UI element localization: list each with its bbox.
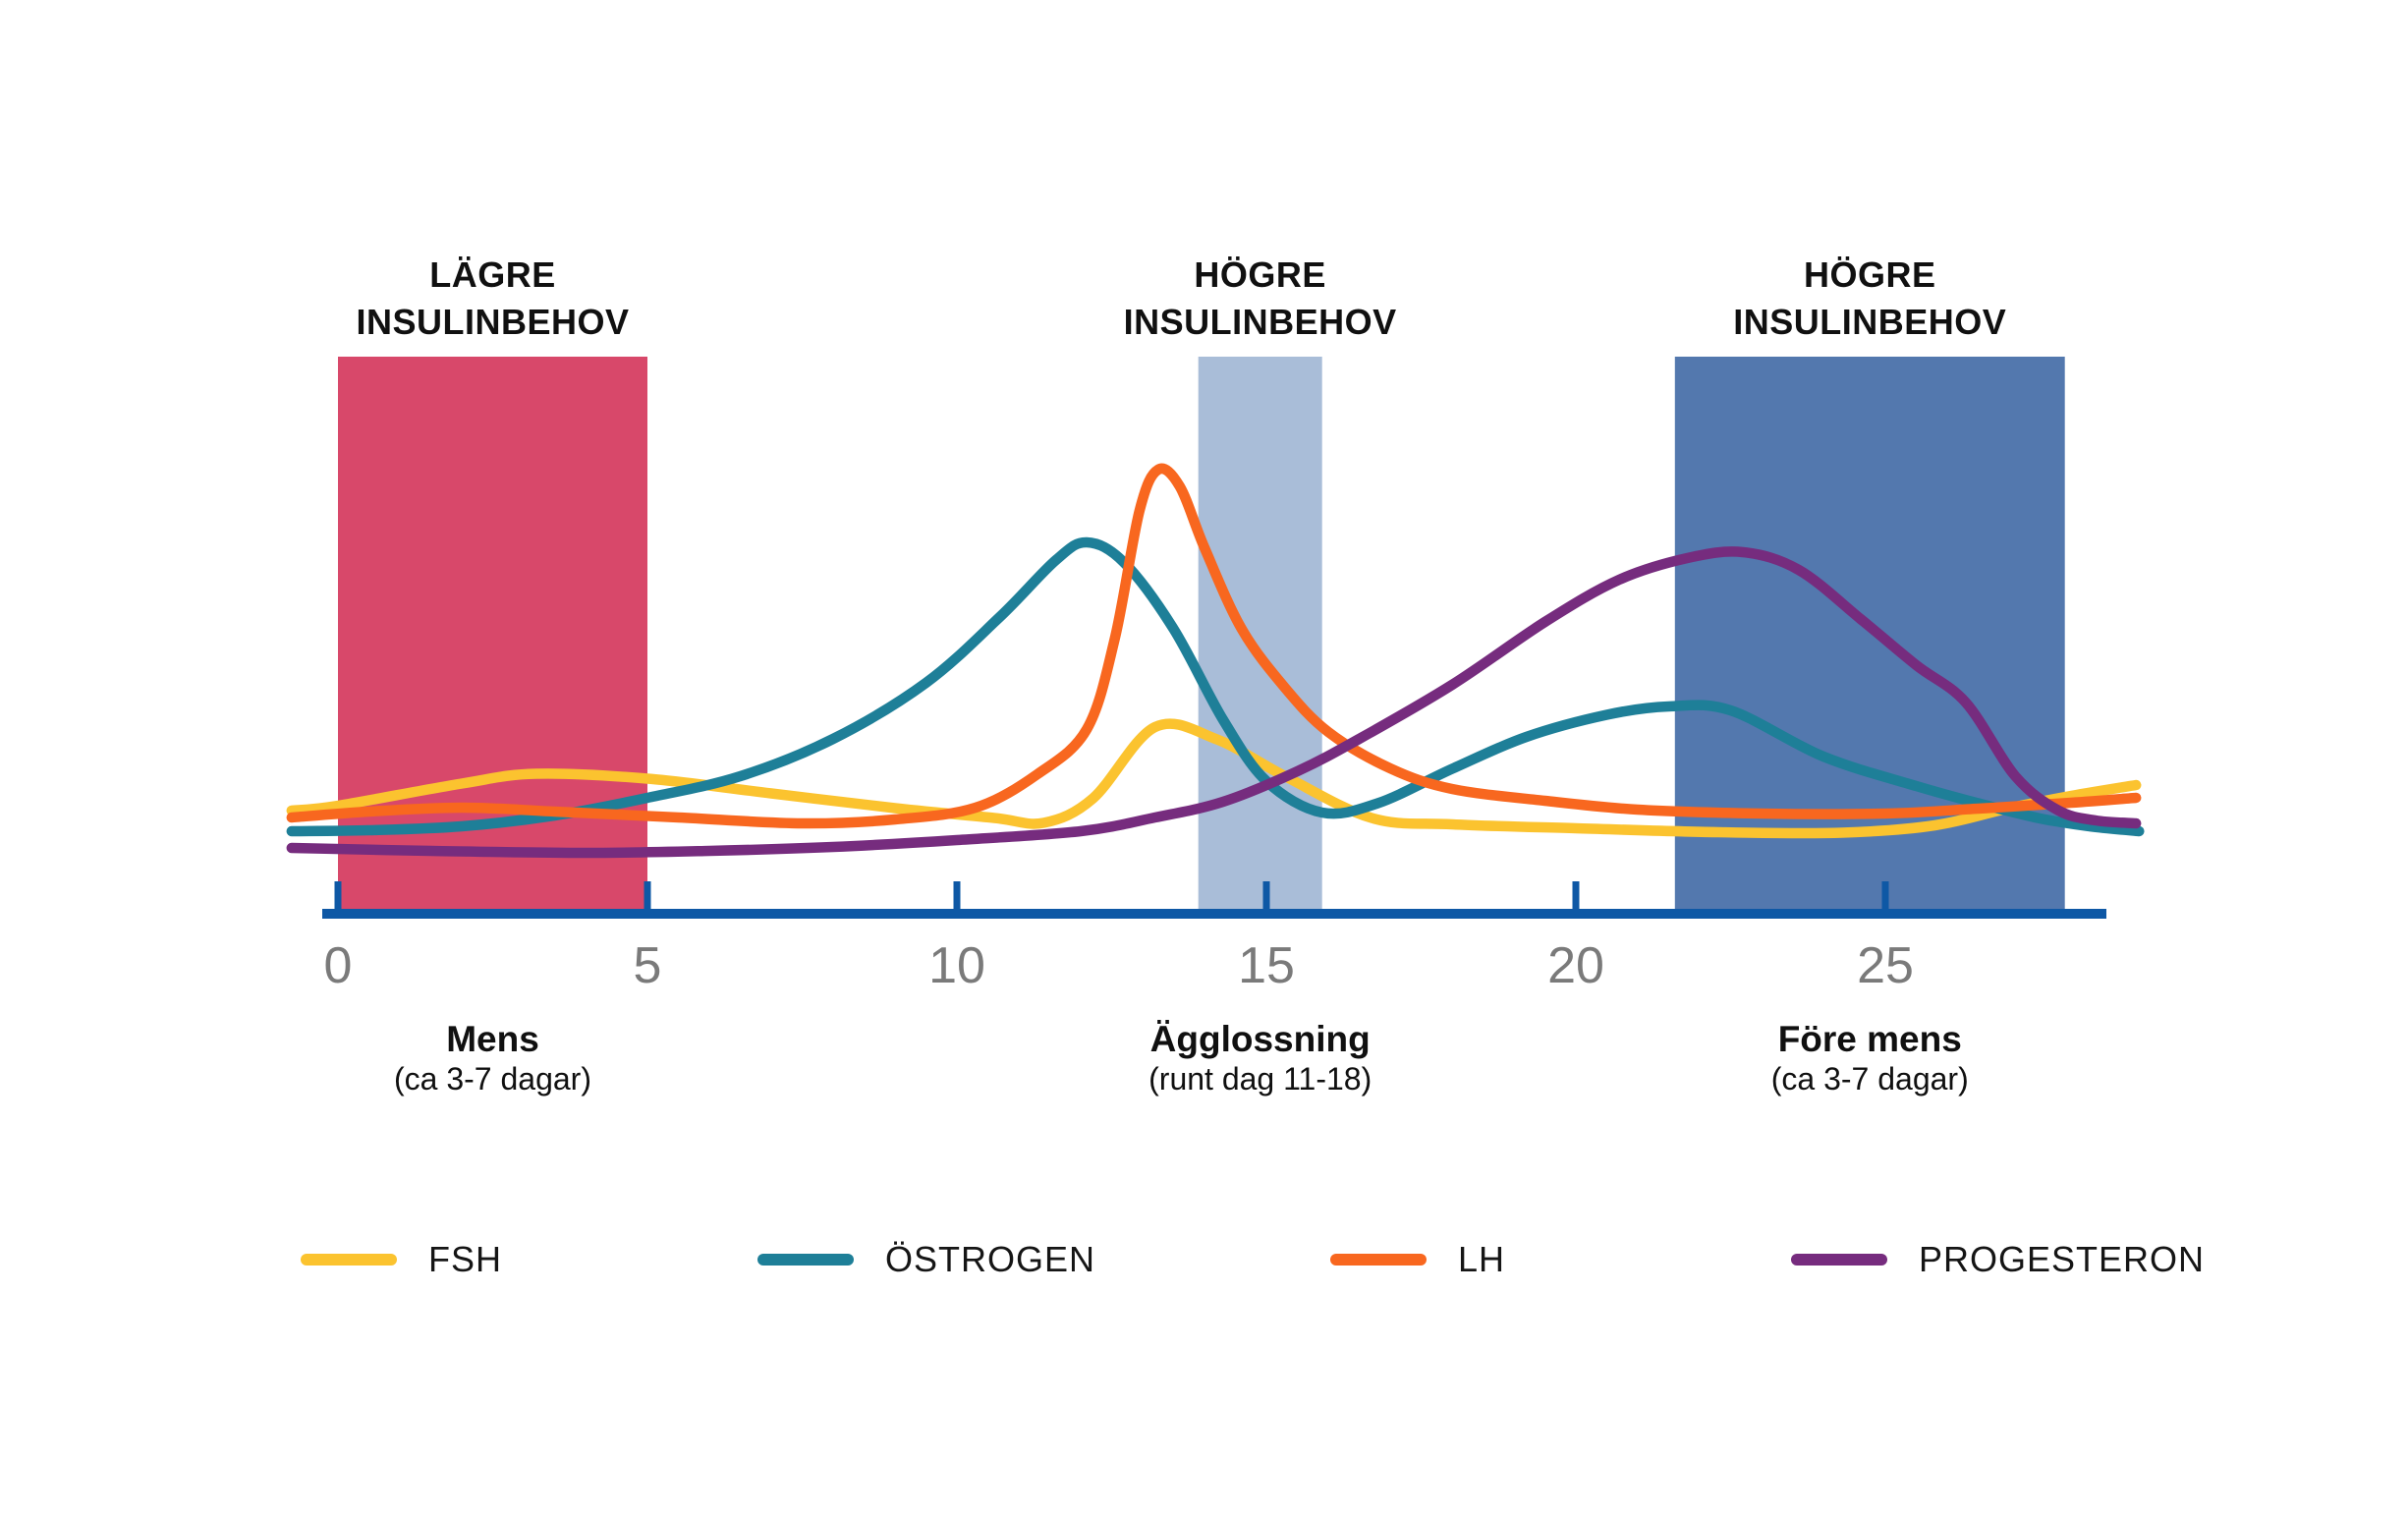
phase-title: Ägglossning (1149, 1019, 1371, 1059)
phase-label-mens: Mens (ca 3-7 dagar) (179, 1018, 808, 1097)
legend-label: ÖSTROGEN (885, 1239, 1096, 1279)
fsh-color-chip (301, 1254, 397, 1266)
phase-label-fore-mens: Före mens (ca 3-7 dagar) (1555, 1018, 2184, 1097)
legend-item-lh: LH (1330, 1238, 1505, 1281)
x-axis-tick-25 (1881, 881, 1889, 909)
heading-line2: INSULINBEHOV (1123, 302, 1397, 342)
progesteron-color-chip (1791, 1254, 1887, 1266)
curve-östrogen (286, 536, 2145, 837)
heading-line1: LÄGRE (429, 254, 556, 295)
x-axis-tick-5 (644, 881, 651, 909)
legend-label: FSH (428, 1239, 502, 1279)
x-axis-tick-10 (953, 881, 961, 909)
heading-lower-insulin-need: LÄGRE INSULINBEHOV (198, 252, 788, 346)
legend-label: PROGESTERON (1919, 1239, 2206, 1279)
chart-band-1 (1198, 357, 1322, 909)
heading-line2: INSULINBEHOV (1733, 302, 2007, 342)
phase-title: Före mens (1777, 1019, 1962, 1059)
legend-item-progesteron: PROGESTERON (1791, 1238, 2205, 1281)
x-axis-line (322, 909, 2106, 919)
heading-higher-insulin-need-premens: HÖGRE INSULINBEHOV (1575, 252, 2164, 346)
x-tick-label-15: 15 (1238, 937, 1295, 994)
phase-subtitle: (ca 3-7 dagar) (394, 1061, 591, 1097)
x-tick-label-5: 5 (633, 937, 662, 994)
x-axis-tick-0 (334, 881, 342, 909)
phase-subtitle: (runt dag 11-18) (1148, 1061, 1372, 1097)
curve-fsh (286, 718, 2142, 839)
phase-subtitle: (ca 3-7 dagar) (1770, 1061, 1969, 1097)
lh-color-chip (1330, 1254, 1427, 1266)
x-tick-label-20: 20 (1547, 937, 1604, 994)
x-tick-label-25: 25 (1857, 937, 1914, 994)
heading-higher-insulin-need-ovulation: HÖGRE INSULINBEHOV (966, 252, 1555, 346)
phase-label-agglossning: Ägglossning (runt dag 11-18) (946, 1018, 1575, 1097)
curve-progesteron (286, 546, 2142, 859)
heading-line2: INSULINBEHOV (356, 302, 630, 342)
legend-item-fsh: FSH (301, 1238, 502, 1281)
heading-line1: HÖGRE (1194, 254, 1326, 295)
x-axis-tick-20 (1572, 881, 1580, 909)
legend-label: LH (1458, 1239, 1506, 1279)
x-tick-label-10: 10 (928, 937, 985, 994)
heading-line1: HÖGRE (1803, 254, 1936, 295)
curve-lh (286, 463, 2142, 829)
x-tick-label-0: 0 (323, 937, 353, 994)
legend-item-ostrogen: ÖSTROGEN (757, 1238, 1095, 1281)
phase-title: Mens (446, 1019, 539, 1059)
x-axis-tick-15 (1262, 881, 1270, 909)
ostrogen-color-chip (757, 1254, 854, 1266)
